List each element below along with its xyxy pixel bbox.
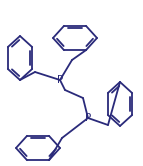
Text: P: P	[85, 113, 91, 123]
Text: P: P	[57, 75, 63, 85]
